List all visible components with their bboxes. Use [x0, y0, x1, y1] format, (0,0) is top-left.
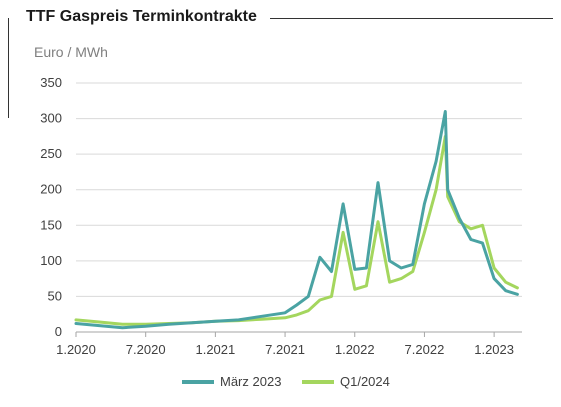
y-tick-label: 300: [40, 111, 62, 126]
title-bracket-vertical: [8, 18, 9, 118]
y-tick-label: 0: [55, 324, 62, 339]
legend-item-q1-2024: Q1/2024: [302, 374, 390, 389]
x-tick-label: 7.2020: [126, 342, 166, 357]
legend-swatch-q1-2024: [302, 379, 334, 384]
x-tick-label: 1.2022: [335, 342, 375, 357]
y-tick-label: 200: [40, 182, 62, 197]
title-row: TTF Gaspreis Terminkontrakte: [8, 6, 553, 118]
series-line-maerz-2023: [74, 110, 519, 330]
title-rule: [270, 18, 553, 19]
x-tick-label: 1.2023: [474, 342, 514, 357]
legend-swatch-maerz-2023: [182, 379, 214, 384]
x-tick-label: 1.2021: [195, 342, 235, 357]
legend: März 2023 Q1/2024: [0, 374, 561, 394]
y-axis-unit-label: Euro / MWh: [34, 44, 108, 60]
legend-item-maerz-2023: März 2023: [182, 374, 281, 389]
y-tick-label: 350: [40, 75, 62, 90]
x-tick-label: 7.2021: [265, 342, 305, 357]
x-tick-label: 7.2022: [405, 342, 445, 357]
y-tick-label: 250: [40, 146, 62, 161]
legend-label-q1-2024: Q1/2024: [340, 374, 390, 389]
y-tick-label: 50: [48, 288, 62, 303]
y-tick-label: 100: [40, 253, 62, 268]
y-tick-label: 150: [40, 217, 62, 232]
chart-title: TTF Gaspreis Terminkontrakte: [26, 8, 257, 25]
legend-label-maerz-2023: März 2023: [220, 374, 282, 389]
x-tick-label: 1.2020: [56, 342, 96, 357]
